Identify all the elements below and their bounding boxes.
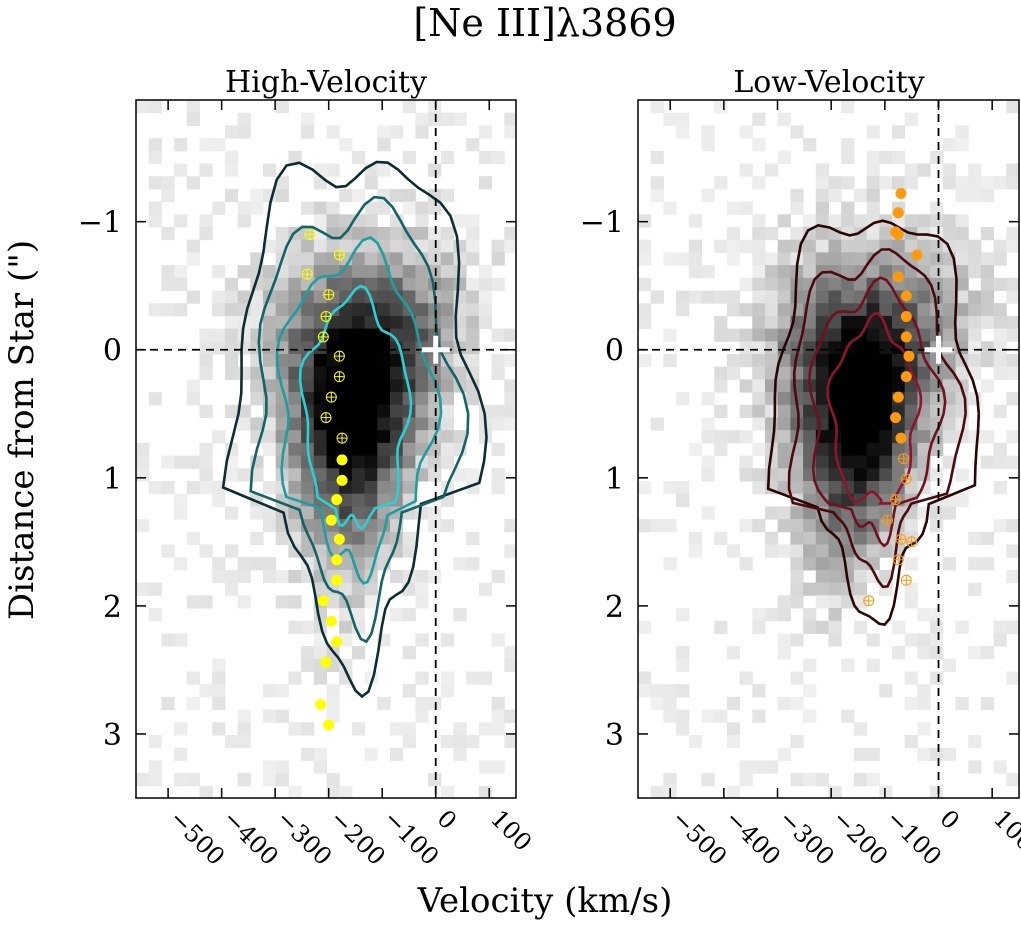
- plot-frame: [135, 99, 517, 799]
- centroid-point-open: [325, 391, 337, 403]
- x-tick-label: −300: [271, 804, 337, 870]
- centroid-point: [895, 432, 907, 444]
- centroid-point: [892, 391, 904, 403]
- contours: [221, 160, 488, 699]
- panel-title-high-velocity: High-Velocity: [225, 65, 427, 100]
- centroid-point-open: [333, 249, 345, 261]
- x-tick-label: 0: [934, 804, 965, 835]
- x-tick-label: 0: [431, 804, 462, 835]
- contour-level-3: [275, 236, 443, 585]
- y-tick-label: 1: [605, 462, 624, 497]
- centroid-point: [900, 331, 912, 343]
- centroid-point-open: [304, 228, 316, 240]
- intensity-image: [136, 100, 516, 798]
- centroid-point-open: [900, 574, 912, 586]
- centroid-point-open: [317, 331, 329, 343]
- centroid-point: [890, 412, 902, 424]
- centroid-point-open: [890, 494, 902, 506]
- centroid-point: [336, 474, 348, 486]
- x-tick-label: −100: [378, 804, 444, 870]
- centroid-point: [900, 371, 912, 383]
- centroid-point-open: [301, 268, 313, 280]
- centroid-point: [331, 494, 343, 506]
- contour-level-2: [249, 195, 470, 644]
- x-tick-label: −500: [666, 804, 732, 870]
- centroid-point: [323, 719, 335, 731]
- centroid-point-open: [900, 473, 912, 485]
- centroid-point: [895, 187, 907, 199]
- centroid-point: [331, 554, 343, 566]
- x-axis-label: Velocity (km/s): [417, 881, 673, 921]
- plot-frame: [637, 99, 1020, 799]
- centroid-point: [331, 574, 343, 586]
- centroid-point-open: [882, 514, 894, 526]
- centroid-point-open: [320, 412, 332, 424]
- y-tick-label: 2: [605, 590, 624, 625]
- figure-title: [Ne III]λ3869: [413, 1, 676, 45]
- centroid-point-open: [320, 310, 332, 322]
- centroid-point: [336, 454, 348, 466]
- centroid-point-open: [333, 350, 345, 362]
- centroid-point-open: [892, 554, 904, 566]
- x-tick-label: −500: [164, 804, 230, 870]
- centroid-point: [903, 350, 915, 362]
- y-tick-label: 3: [103, 718, 122, 753]
- x-tick-label: −400: [720, 804, 786, 870]
- y-tick-label: −1: [580, 206, 624, 241]
- centroid-point-open: [863, 595, 875, 607]
- centroid-point-open: [333, 371, 345, 383]
- y-axis-label: Distance from Star ("): [2, 240, 42, 620]
- centroid-point: [317, 595, 329, 607]
- plot-area: [136, 100, 516, 798]
- x-tick-label: 100: [988, 804, 1021, 856]
- intensity-image: [638, 100, 1019, 798]
- y-tick-label: 0: [605, 334, 624, 369]
- y-tick-label: 0: [103, 334, 122, 369]
- x-tick-label: −400: [217, 804, 283, 870]
- x-tick-label: −300: [773, 804, 839, 870]
- centroid-point: [890, 226, 902, 238]
- y-tick-label: 1: [103, 462, 122, 497]
- centroid-point-open: [323, 289, 335, 301]
- centroid-point: [892, 207, 904, 219]
- star-position-marker: [924, 335, 953, 364]
- star-position-marker: [421, 335, 450, 364]
- centroid-point-open: [898, 453, 910, 465]
- y-tick-label: 3: [605, 718, 624, 753]
- centroid-point-open: [336, 432, 348, 444]
- y-tick-label: −1: [78, 206, 122, 241]
- x-tick-label: −200: [827, 804, 893, 870]
- contour-level-1: [766, 219, 981, 626]
- x-tick-label: −200: [324, 804, 390, 870]
- centroid-point-open: [895, 533, 907, 545]
- contour-level-1: [221, 160, 488, 699]
- y-tick-label: 2: [103, 590, 122, 625]
- centroid-point-open: [906, 536, 918, 548]
- contour-level-3: [807, 276, 947, 548]
- centroid-point: [325, 615, 337, 627]
- contour-level-2: [787, 248, 967, 589]
- centroid-point: [331, 636, 343, 648]
- centroid-point: [333, 533, 345, 545]
- centroid-point: [325, 514, 337, 526]
- centroid-point: [315, 699, 327, 711]
- centroid-point: [320, 656, 332, 668]
- centroid-point: [892, 271, 904, 283]
- x-tick-label: 100: [485, 804, 537, 856]
- centroid-point: [911, 249, 923, 261]
- centroid-point: [900, 310, 912, 322]
- panel-title-low-velocity: Low-Velocity: [733, 65, 924, 100]
- centroid-point: [900, 290, 912, 302]
- x-tick-label: −100: [881, 804, 947, 870]
- plot-area: [638, 100, 1019, 798]
- contour-level-4: [298, 284, 413, 530]
